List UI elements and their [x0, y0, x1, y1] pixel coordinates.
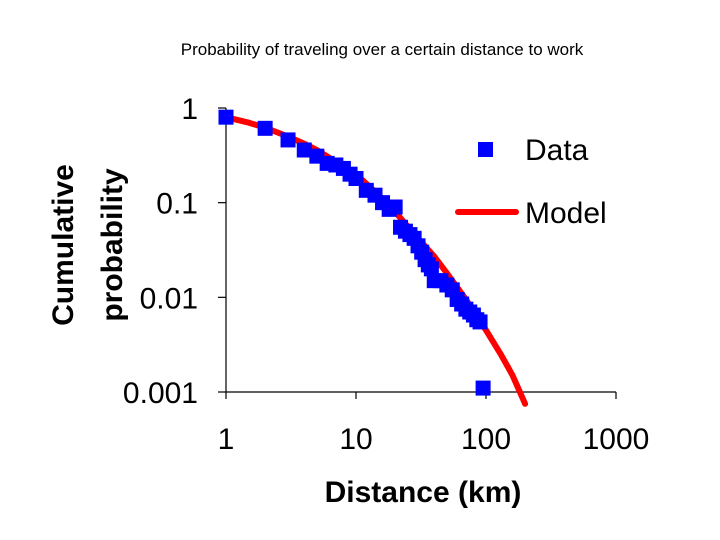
y-ticks: 1 0.1 0.01 0.001 — [123, 93, 226, 410]
data-point — [296, 142, 312, 158]
x-axis-title: Distance (km) — [325, 476, 522, 509]
x-tick-label: 10 — [339, 423, 372, 456]
x-axis: 1 10 100 1000 Distance (km) — [218, 391, 650, 509]
x-tick-label: 100 — [461, 423, 511, 456]
data-point — [280, 132, 296, 148]
plot-area — [218, 109, 529, 407]
data-point — [257, 120, 273, 136]
legend-item-model: Model — [455, 197, 607, 230]
x-tick-label: 1 — [218, 423, 235, 456]
legend-data-marker — [478, 142, 493, 157]
data-points — [218, 109, 491, 396]
data-point — [475, 380, 491, 396]
data-point — [423, 261, 439, 277]
legend-data-label: Data — [525, 134, 589, 167]
y-axis-title-line-2: probability — [96, 168, 129, 322]
y-axis-title-line-1: Cumulative — [47, 164, 80, 326]
y-tick-label: 0.001 — [123, 377, 198, 410]
legend: Data Model — [455, 134, 607, 230]
data-point — [348, 171, 364, 187]
legend-item-data: Data — [478, 134, 589, 167]
data-point — [218, 109, 234, 125]
chart-title: Probability of traveling over a certain … — [181, 40, 584, 59]
y-tick-label: 1 — [181, 93, 198, 126]
data-point — [472, 314, 488, 330]
model-line — [223, 114, 529, 407]
data-point — [387, 199, 403, 215]
x-tick-label: 1000 — [583, 423, 650, 456]
x-ticks: 1 10 100 1000 — [218, 392, 650, 456]
y-axis-title: Cumulative probability — [47, 164, 129, 326]
y-tick-label: 0.01 — [140, 282, 198, 315]
y-axis: 1 0.1 0.01 0.001 — [123, 93, 227, 410]
y-tick-label: 0.1 — [156, 188, 198, 221]
legend-model-label: Model — [525, 197, 607, 230]
